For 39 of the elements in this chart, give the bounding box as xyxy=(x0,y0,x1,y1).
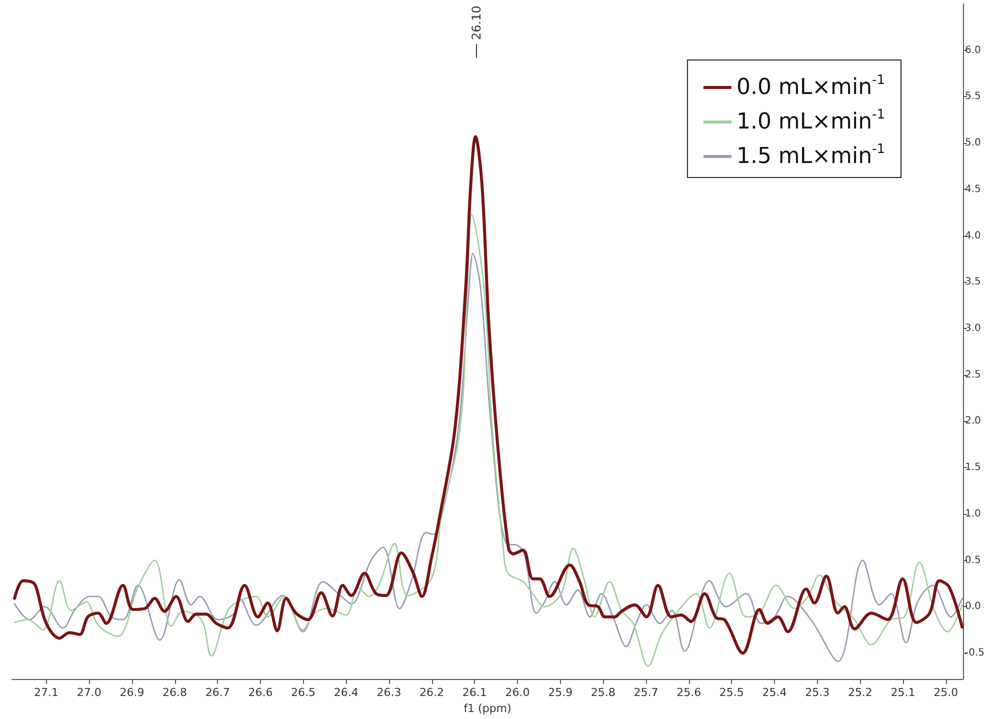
y-tick-label: 5.0 xyxy=(965,138,981,149)
line-series xyxy=(13,135,964,655)
x-tick-label: 26.4 xyxy=(334,686,358,699)
x-tick-label: 26.6 xyxy=(248,686,273,699)
y-tick-label: 5.5 xyxy=(965,91,981,102)
x-tick-label: 26.9 xyxy=(120,686,144,699)
y-tick-label: 3.0 xyxy=(965,323,981,334)
x-tick-label: 25.9 xyxy=(548,686,573,699)
x-tick-label: 26.1 xyxy=(462,686,487,699)
x-tick-label: 26.7 xyxy=(205,686,230,699)
y-tick-label: 3.5 xyxy=(965,276,981,288)
y-tick-label: 6.0 xyxy=(965,44,981,56)
x-tick-label: 26.2 xyxy=(420,686,444,699)
y-tick-label: -0.5 xyxy=(965,648,985,659)
x-tick-label: 26.3 xyxy=(376,686,402,699)
x-axis-title: f1 (ppm) xyxy=(464,702,512,715)
x-tick-label: 25.5 xyxy=(719,686,744,699)
x-tick-label: 25.2 xyxy=(848,686,872,699)
x-tick-label: 25.1 xyxy=(890,686,916,699)
x-tick-label: 27.0 xyxy=(76,686,102,699)
y-tick-label: 4.5 xyxy=(965,184,981,195)
y-tick-label: 0.0 xyxy=(965,601,981,612)
x-tick-label: 25.0 xyxy=(934,686,958,699)
x-tick-label: 26.8 xyxy=(162,686,188,699)
x-tick-label: 25.6 xyxy=(676,686,702,699)
x-tick-label: 27.1 xyxy=(34,686,59,699)
annotation: 26.10 xyxy=(470,6,484,40)
x-tick-label: 25.4 xyxy=(762,686,787,699)
y-tick-label: 4.0 xyxy=(965,230,981,242)
x-tick-label: 25.3 xyxy=(805,686,830,699)
y-tick-label: 2.5 xyxy=(965,369,981,380)
x-tick-label: 26.5 xyxy=(291,686,316,699)
x-tick-label: 25.7 xyxy=(634,686,658,699)
y-tick-label: 2.0 xyxy=(965,416,981,427)
y-tick-label: 1.0 xyxy=(965,508,981,520)
x-tick-label: 25.8 xyxy=(590,686,616,699)
y-tick-label: 0.5 xyxy=(965,554,981,566)
x-tick-label: 26.0 xyxy=(505,686,530,699)
y-tick-label: 1.5 xyxy=(965,462,981,474)
